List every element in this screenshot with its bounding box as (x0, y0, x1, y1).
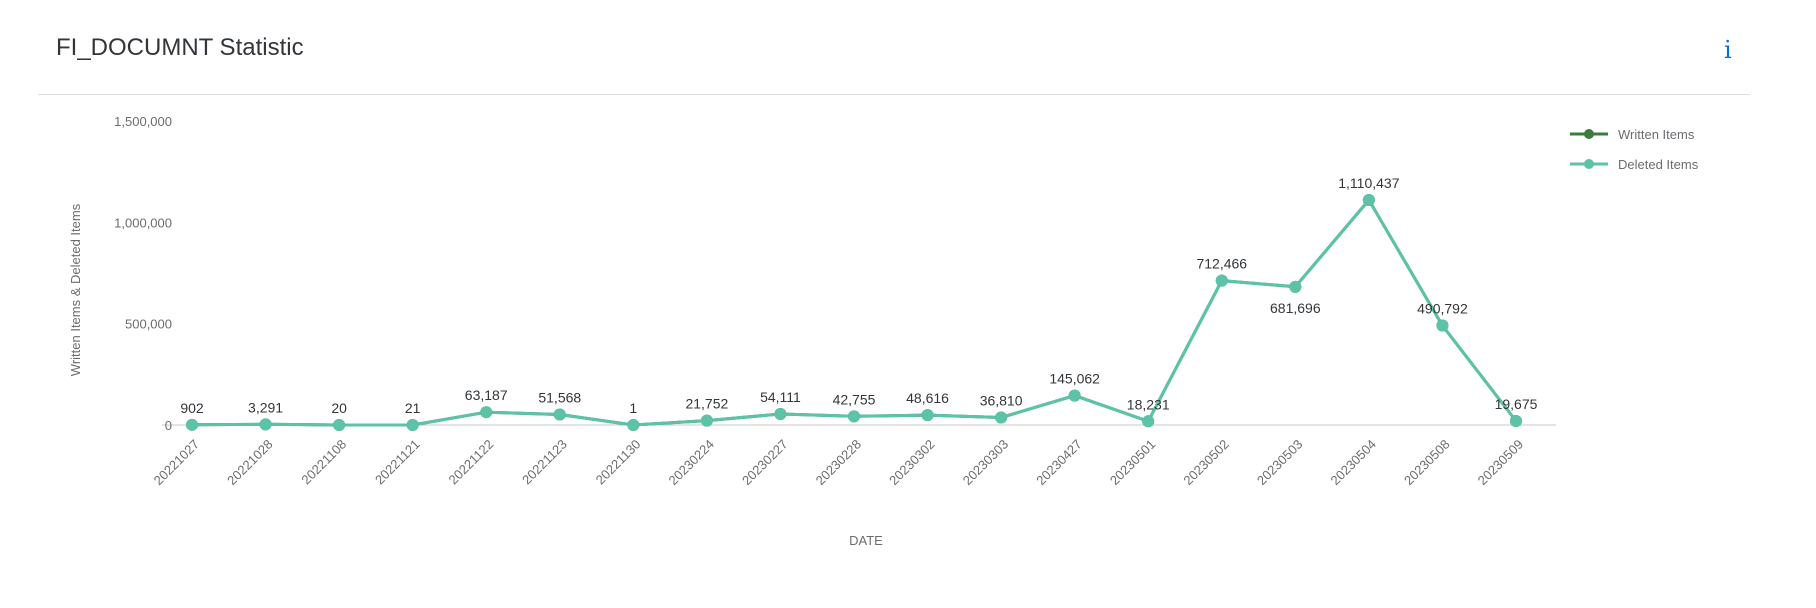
data-label: 48,616 (906, 390, 949, 406)
data-point (848, 410, 860, 423)
axis-titles: DATE Written Items & Deleted Items (68, 203, 883, 548)
data-label: 20 (331, 400, 347, 416)
x-tick-label: 20221122 (446, 437, 497, 488)
data-point (921, 409, 934, 422)
data-label: 19,675 (1495, 396, 1538, 412)
data-point (1289, 280, 1302, 293)
x-axis-ticks: 20221027 20221028 20221108 20221121 20221122… (151, 437, 1527, 489)
data-point (553, 408, 566, 421)
x-axis-title: DATE (849, 533, 883, 548)
info-icon[interactable]: i (1724, 36, 1732, 64)
data-label: 36,810 (980, 393, 1023, 409)
x-tick-label: 20230427 (1033, 437, 1085, 489)
legend-marker (1584, 159, 1594, 169)
data-label: 1 (629, 400, 637, 416)
legend-label: Written Items (1618, 127, 1695, 142)
x-tick-label: 20230303 (960, 437, 1012, 489)
data-point (259, 418, 272, 431)
series-points (186, 193, 1522, 431)
data-label: 21 (405, 400, 421, 416)
data-point (700, 414, 713, 427)
data-point (1215, 274, 1228, 287)
x-tick-label: 20221027 (151, 437, 203, 489)
data-label: 1,110,437 (1338, 175, 1399, 191)
data-label: 145,062 (1049, 371, 1100, 387)
y-tick-label: 0 (165, 418, 172, 433)
x-tick-label: 20221121 (372, 437, 423, 488)
data-label: 3,291 (248, 399, 283, 415)
y-axis-title: Written Items & Deleted Items (68, 203, 83, 376)
data-point (627, 418, 640, 431)
data-point (1362, 193, 1375, 206)
y-tick-label: 1,500,000 (114, 114, 172, 129)
data-point (406, 418, 419, 431)
legend-label: Deleted Items (1618, 157, 1699, 172)
x-tick-label: 20230501 (1107, 437, 1159, 489)
data-label: 63,187 (465, 387, 508, 403)
y-tick-label: 500,000 (125, 317, 172, 332)
data-point (480, 406, 493, 419)
data-label: 21,752 (685, 396, 728, 412)
x-tick-label: 20230502 (1180, 437, 1232, 489)
data-label: 681,696 (1270, 300, 1321, 316)
x-tick-label: 20221130 (593, 437, 644, 488)
y-tick-label: 1,000,000 (114, 215, 172, 230)
data-point (186, 418, 198, 431)
data-point (1142, 415, 1155, 428)
x-tick-label: 20230227 (739, 437, 791, 489)
x-tick-label: 20230504 (1328, 437, 1380, 489)
x-tick-label: 20230228 (813, 437, 865, 489)
legend: Written Items Deleted Items (1570, 127, 1699, 172)
data-point (774, 408, 787, 421)
data-label: 42,755 (833, 391, 876, 407)
data-labels: 902 3,291 20 21 63,187 51,568 1 21,752 54,111 42,… (180, 175, 1537, 416)
x-tick-label: 20221028 (224, 437, 276, 489)
data-label: 902 (180, 400, 204, 416)
data-point (1068, 389, 1081, 402)
y-axis-ticks: 0 500,000 1,000,000 1,500,000 (114, 114, 172, 433)
x-tick-label: 20230224 (666, 437, 718, 489)
data-point (1510, 415, 1522, 428)
x-tick-label: 20230302 (886, 437, 938, 489)
data-point (1436, 319, 1449, 332)
data-label: 712,466 (1196, 256, 1247, 272)
x-tick-label: 20230503 (1254, 437, 1306, 489)
x-tick-label: 20230509 (1475, 437, 1527, 489)
data-label: 51,568 (538, 390, 581, 406)
data-point (333, 418, 346, 431)
data-point (995, 411, 1008, 424)
x-tick-label: 20221108 (298, 437, 349, 488)
chart-title: FI_DOCUMNT Statistic (56, 34, 304, 61)
legend-marker (1584, 129, 1594, 139)
x-tick-label: 20221123 (519, 437, 570, 488)
header-divider (38, 94, 1750, 95)
data-label: 18,231 (1127, 396, 1170, 412)
x-tick-label: 20230508 (1401, 437, 1453, 489)
data-label: 54,111 (760, 389, 801, 405)
data-label: 490,792 (1417, 301, 1468, 317)
